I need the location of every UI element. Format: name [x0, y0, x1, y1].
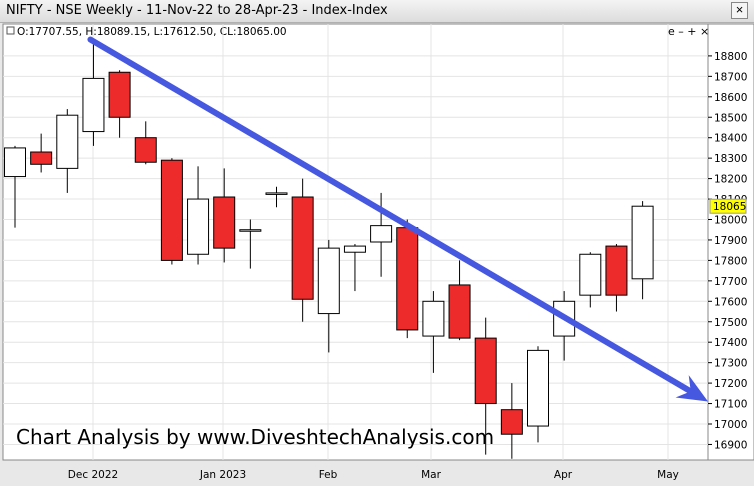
trendline-group [87, 36, 708, 402]
candle-body-down [213, 196, 236, 249]
y-axis: 16900 17000 17100 17200 17300 17400 17500 17600… [708, 51, 747, 451]
candle-body-up [265, 192, 288, 195]
candle-body-up [4, 147, 26, 178]
y-tick-label: 17400 [714, 337, 747, 349]
candle-body-down [500, 409, 523, 435]
candle-body-down [30, 151, 53, 165]
ohlc-readout: O:17707.55, H:18089.15, L:17612.50, CL:1… [17, 26, 287, 38]
candle-body-up [82, 77, 105, 133]
y-tick-label: 17900 [714, 235, 747, 247]
candle [56, 109, 79, 193]
close-icon[interactable]: × [731, 2, 748, 19]
candle-body-up [56, 114, 79, 169]
candle [605, 244, 628, 312]
y-tick-label: 18300 [714, 153, 747, 165]
y-tick-label: 18700 [714, 71, 747, 83]
x-axis: Dec 2022 Jan 2023 Feb Mar Apr May [68, 469, 679, 481]
y-tick-label: 17700 [714, 276, 747, 288]
candle-body-up [527, 349, 549, 427]
y-tick-label: 18200 [714, 174, 747, 186]
trendline [87, 36, 696, 396]
axis-area [707, 23, 754, 461]
candle-body-up [422, 300, 445, 337]
candle [579, 252, 602, 308]
candle-body-down [134, 137, 157, 163]
candle [30, 133, 53, 173]
candle [134, 121, 157, 165]
chart-controls[interactable]: e – + × [668, 25, 709, 38]
y-tick-label: 17600 [714, 296, 747, 308]
y-tick-label: 17100 [714, 399, 747, 411]
candle [291, 178, 314, 322]
x-tick-label: Mar [421, 469, 441, 481]
candle-body-down [605, 245, 628, 296]
candle [631, 201, 654, 300]
candle [474, 317, 497, 455]
candle [343, 244, 366, 292]
window-title: NIFTY - NSE Weekly - 11-Nov-22 to 28-Apr… [6, 3, 388, 18]
watermark-text: Chart Analysis by www.DiveshtechAnalysis… [16, 425, 494, 449]
candle [187, 166, 210, 265]
candle [82, 39, 105, 146]
y-tick-label: 17500 [714, 317, 747, 329]
y-tick-label: 17300 [714, 358, 747, 370]
candle-body-up [579, 253, 602, 296]
last-price-badge [709, 198, 747, 214]
candle [527, 346, 549, 443]
candles-group [4, 39, 654, 459]
x-tick-label: May [657, 469, 679, 481]
candle [265, 186, 288, 208]
candle [448, 260, 471, 341]
candle-body-down [160, 159, 183, 261]
y-tick-label: 17800 [714, 255, 747, 267]
y-tick-label: 18800 [714, 51, 747, 63]
window-titlebar: NIFTY - NSE Weekly - 11-Nov-22 to 28-Apr… [0, 0, 754, 23]
last-price-label: 18065 [713, 201, 746, 213]
candle-body-down [291, 196, 314, 300]
candle-body-down [474, 337, 497, 405]
trendline-arrowhead [675, 375, 708, 402]
y-tick-label: 18400 [714, 133, 747, 145]
candle [108, 70, 131, 138]
candle-body-down [396, 227, 419, 331]
settings-box-icon[interactable] [6, 26, 15, 35]
candle [239, 219, 262, 269]
candle [396, 219, 419, 339]
x-tick-label: Feb [319, 469, 338, 481]
candle [317, 239, 340, 353]
candle-body-down [448, 284, 471, 339]
candle [4, 145, 26, 228]
x-tick-label: Dec 2022 [68, 469, 118, 481]
candle [213, 168, 236, 263]
candle [422, 291, 445, 373]
candle-body-down [108, 71, 131, 118]
y-tick-label: 18000 [714, 215, 747, 227]
candle-body-up [317, 247, 340, 315]
x-tick-label: Jan 2023 [199, 469, 246, 481]
candle-body-up [187, 198, 210, 255]
y-tick-label: 17200 [714, 378, 747, 390]
candle-body-up [370, 225, 393, 243]
candle-body-up [343, 245, 366, 253]
candle-body-up [239, 229, 262, 232]
candle-body-up [631, 205, 654, 280]
candle [500, 383, 523, 459]
y-tick-label: 16900 [714, 439, 747, 451]
y-tick-label: 18500 [714, 112, 747, 124]
y-tick-label: 18600 [714, 92, 747, 104]
candle [160, 158, 183, 265]
y-tick-label: 17000 [714, 419, 747, 431]
x-tick-label: Apr [554, 469, 573, 481]
